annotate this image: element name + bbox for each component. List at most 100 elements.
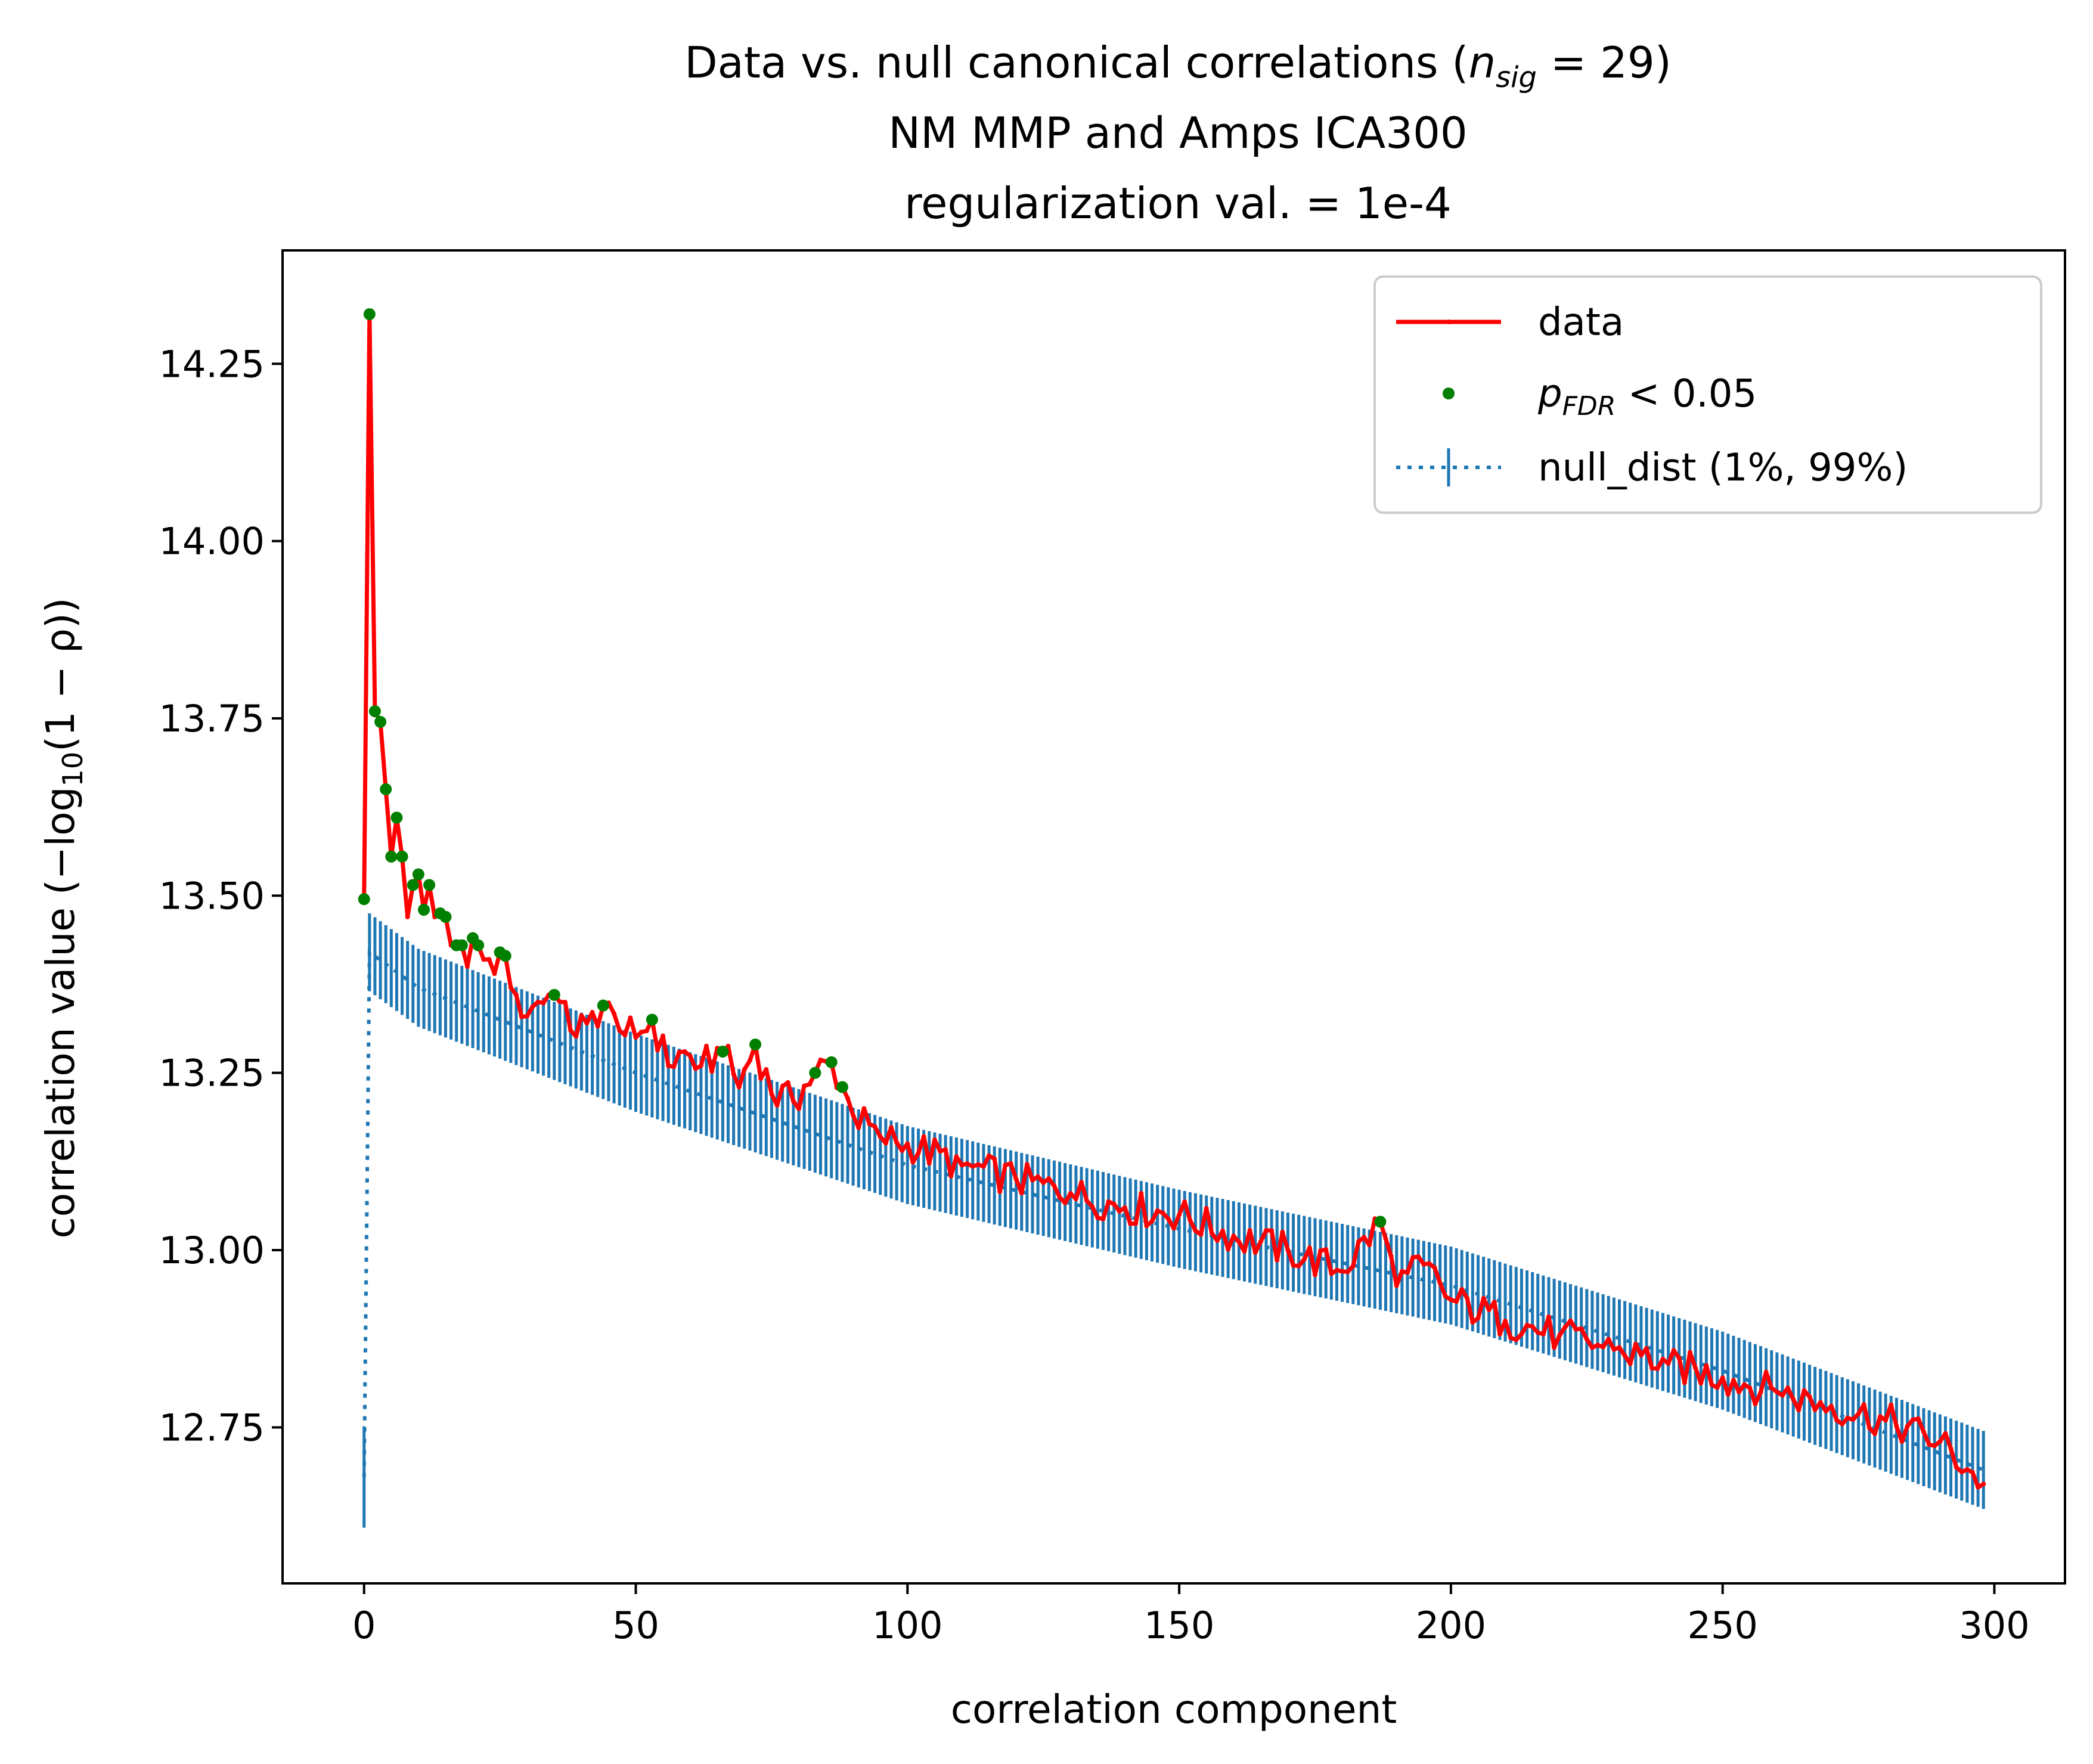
data-point bbox=[780, 1084, 785, 1089]
data-point bbox=[1410, 1255, 1416, 1260]
data-point bbox=[1350, 1263, 1356, 1269]
data-point bbox=[1465, 1295, 1470, 1301]
data-point bbox=[1557, 1332, 1562, 1338]
data-point bbox=[1024, 1162, 1030, 1167]
data-point bbox=[666, 1063, 671, 1068]
data-point bbox=[1030, 1177, 1035, 1183]
data-point bbox=[938, 1149, 943, 1154]
data-point bbox=[1155, 1208, 1160, 1213]
significant-point bbox=[439, 911, 452, 923]
data-point bbox=[1666, 1361, 1671, 1366]
data-point bbox=[1562, 1325, 1568, 1330]
data-point bbox=[1731, 1378, 1736, 1383]
y-tick-label: 13.00 bbox=[159, 1229, 265, 1272]
data-point bbox=[568, 1028, 573, 1033]
data-point bbox=[1041, 1180, 1046, 1185]
data-point bbox=[698, 1063, 703, 1068]
data-point bbox=[590, 1010, 595, 1015]
significant-point bbox=[396, 850, 408, 863]
significant-point bbox=[390, 811, 403, 824]
data-point bbox=[1187, 1217, 1193, 1223]
data-point bbox=[1698, 1381, 1704, 1386]
data-point bbox=[1856, 1411, 1861, 1416]
data-point bbox=[1812, 1407, 1818, 1412]
significant-point bbox=[825, 1056, 838, 1068]
y-tick-label: 13.50 bbox=[159, 874, 265, 917]
data-point bbox=[1889, 1402, 1894, 1408]
data-point bbox=[1737, 1389, 1742, 1394]
data-point bbox=[872, 1124, 877, 1129]
data-point bbox=[1122, 1205, 1127, 1210]
data-point bbox=[1606, 1337, 1611, 1342]
data-point bbox=[1275, 1257, 1280, 1263]
data-point bbox=[638, 1030, 644, 1035]
data-point bbox=[617, 1028, 622, 1033]
data-point bbox=[1301, 1257, 1307, 1262]
data-point bbox=[1231, 1233, 1236, 1239]
data-point bbox=[1345, 1269, 1350, 1275]
legend-label-null: null_dist (1%, 99%) bbox=[1538, 446, 1908, 490]
data-point bbox=[464, 964, 470, 969]
data-point bbox=[1921, 1430, 1926, 1435]
data-point bbox=[1627, 1361, 1633, 1366]
data-point bbox=[1850, 1417, 1856, 1422]
data-point bbox=[1823, 1409, 1828, 1414]
data-point bbox=[655, 1047, 660, 1053]
data-point bbox=[1693, 1365, 1698, 1371]
data-point bbox=[796, 1106, 802, 1111]
data-point bbox=[481, 957, 486, 962]
data-point bbox=[1258, 1239, 1263, 1244]
data-point bbox=[405, 914, 410, 919]
data-point bbox=[709, 1069, 715, 1074]
significant-point bbox=[597, 999, 609, 1012]
data-point bbox=[1866, 1425, 1872, 1431]
x-tick-label: 300 bbox=[1959, 1604, 2029, 1647]
data-point bbox=[1747, 1385, 1753, 1391]
data-point bbox=[883, 1140, 888, 1146]
data-point bbox=[1481, 1295, 1486, 1301]
x-axis-label: correlation component bbox=[951, 1687, 1397, 1732]
data-point bbox=[1682, 1380, 1687, 1385]
data-point bbox=[1638, 1353, 1644, 1358]
data-point bbox=[1117, 1208, 1122, 1214]
data-point bbox=[1915, 1416, 1921, 1421]
data-point bbox=[1475, 1316, 1481, 1321]
data-point bbox=[1943, 1431, 1948, 1436]
data-point bbox=[1818, 1400, 1823, 1405]
data-point bbox=[1753, 1401, 1758, 1406]
data-point bbox=[731, 1071, 736, 1077]
y-tick-label: 13.25 bbox=[159, 1052, 265, 1095]
data-point bbox=[1313, 1272, 1318, 1278]
data-point bbox=[1671, 1348, 1676, 1353]
significant-point bbox=[358, 893, 370, 906]
data-point bbox=[1714, 1385, 1720, 1390]
data-point bbox=[948, 1173, 954, 1179]
data-point bbox=[1872, 1431, 1877, 1437]
significant-point bbox=[418, 904, 430, 916]
null-center-line bbox=[362, 948, 1985, 1477]
data-point bbox=[1785, 1385, 1791, 1391]
data-point bbox=[1932, 1443, 1937, 1449]
data-point bbox=[1704, 1363, 1709, 1368]
data-point bbox=[644, 1028, 649, 1034]
data-point bbox=[1008, 1161, 1013, 1166]
data-point bbox=[1688, 1350, 1693, 1355]
data-point bbox=[1236, 1239, 1242, 1245]
data-point bbox=[1725, 1391, 1731, 1397]
data-point bbox=[1356, 1239, 1361, 1244]
significant-point bbox=[455, 939, 468, 951]
data-point bbox=[1601, 1344, 1606, 1350]
data-point bbox=[1193, 1228, 1198, 1233]
plot-frame bbox=[281, 249, 2066, 1585]
data-point bbox=[1774, 1389, 1779, 1394]
significant-point bbox=[363, 308, 376, 321]
significant-point bbox=[412, 868, 424, 881]
data-point bbox=[1177, 1212, 1182, 1217]
data-point bbox=[1052, 1183, 1057, 1189]
data-point bbox=[1459, 1286, 1465, 1292]
data-point bbox=[1068, 1191, 1073, 1196]
data-point bbox=[1296, 1263, 1301, 1269]
data-point bbox=[1584, 1337, 1589, 1342]
